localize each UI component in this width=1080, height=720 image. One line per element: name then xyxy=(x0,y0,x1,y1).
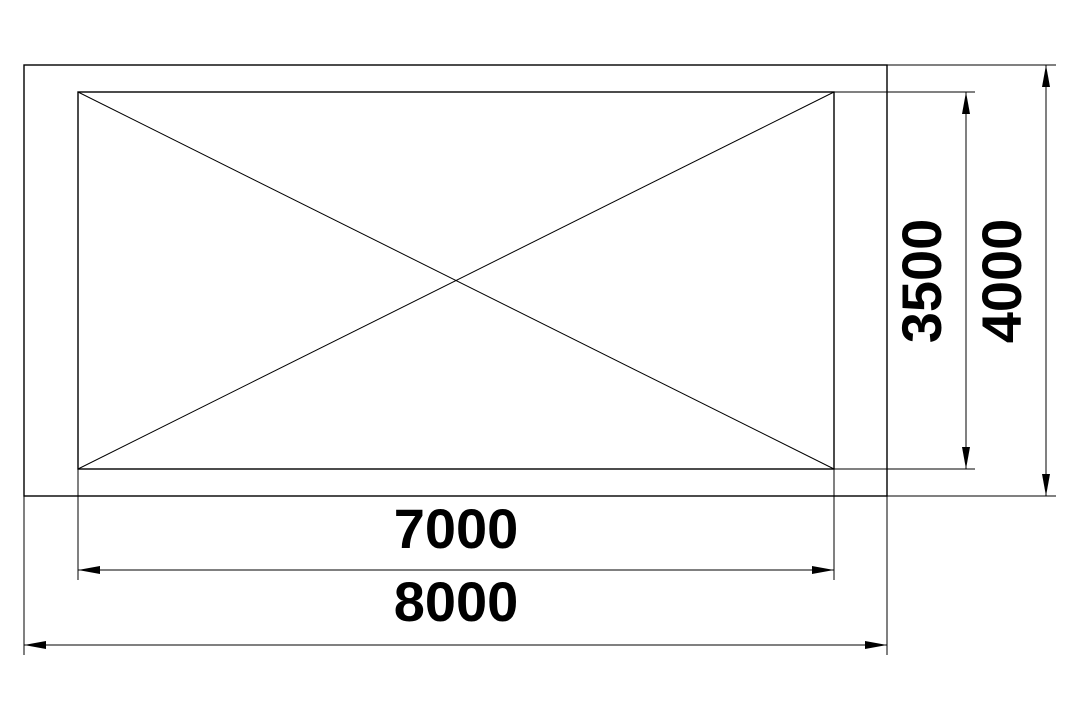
arrowhead-outer-width-left xyxy=(24,641,46,649)
dimension-label-inner-height: 3500 xyxy=(890,219,953,344)
arrowhead-outer-height-bottom xyxy=(1042,474,1050,496)
arrowhead-outer-width-right xyxy=(865,641,887,649)
arrowhead-inner-width-right xyxy=(812,566,834,574)
arrowhead-inner-height-top xyxy=(962,92,970,114)
arrowhead-inner-height-bottom xyxy=(962,447,970,469)
arrowhead-outer-height-top xyxy=(1042,65,1050,87)
inner-rectangle xyxy=(77,91,835,470)
dimension-label-outer-width: 8000 xyxy=(394,570,519,633)
dimension-label-inner-width: 7000 xyxy=(394,497,519,560)
dimension-label-outer-height: 4000 xyxy=(970,219,1033,344)
outer-rectangle xyxy=(23,64,888,497)
diagonal-line-2 xyxy=(77,91,835,470)
arrowhead-inner-width-left xyxy=(78,566,100,574)
